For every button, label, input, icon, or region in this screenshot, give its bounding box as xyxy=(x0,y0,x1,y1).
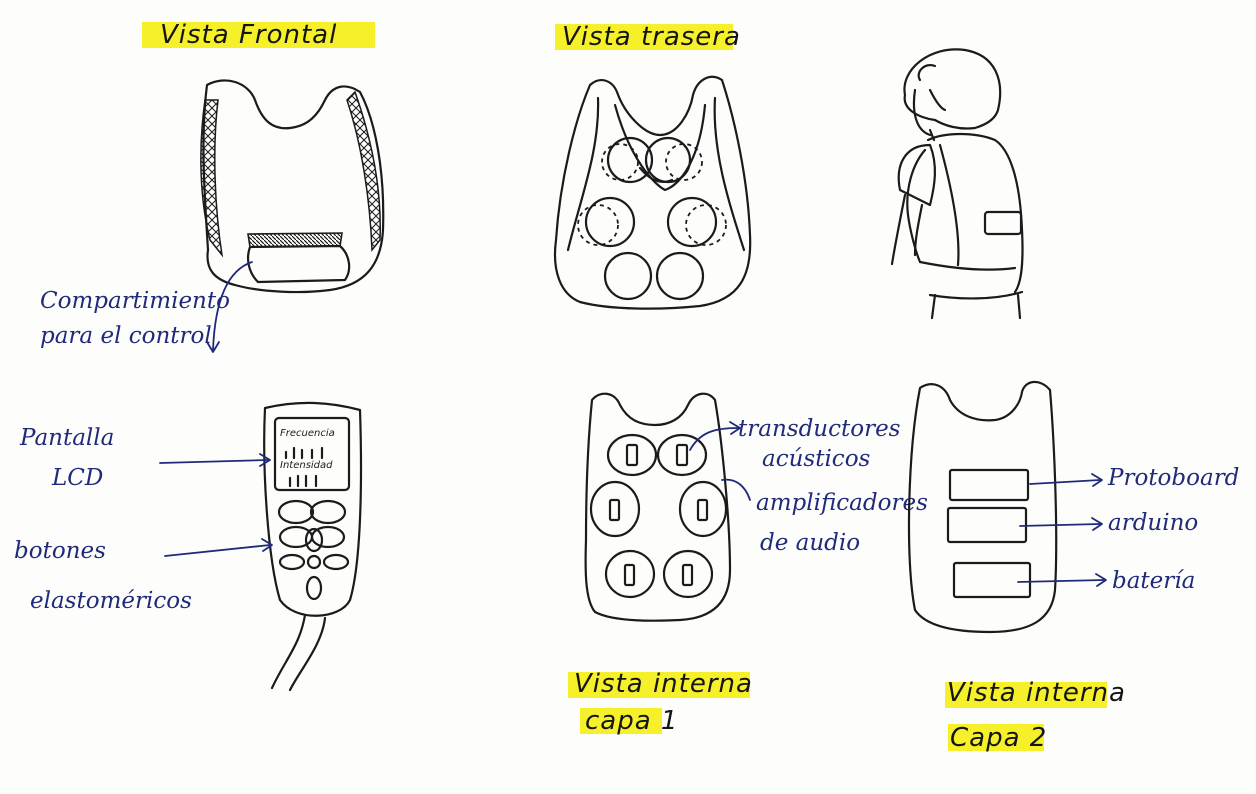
buttons-label-line1: botones xyxy=(14,538,106,564)
arduino-box xyxy=(946,506,1028,544)
screen-intensity-text: Intensidad xyxy=(280,460,333,471)
protoboard-arrow-head xyxy=(1091,473,1103,487)
compartment-label-line2: para el control xyxy=(40,323,212,349)
internal-view-2-layer: Capa 2 xyxy=(950,723,1047,753)
battery-arrow-head xyxy=(1095,573,1107,587)
highlight-back-title xyxy=(555,24,733,50)
battery-arrow xyxy=(1017,579,1105,583)
person-wearing-vest-sketch xyxy=(890,48,1024,320)
highlight-front-title xyxy=(142,22,375,48)
screen-frequency-text: Frecuencia xyxy=(280,428,335,439)
transducers-arrow xyxy=(689,427,739,451)
lcd-label-line2: LCD xyxy=(51,465,103,491)
compartment-label-line1: Compartimiento xyxy=(40,288,230,314)
front-vest-sketch xyxy=(200,79,385,294)
controller-button-left xyxy=(278,553,306,571)
internal-layer2-sketch xyxy=(907,380,1058,634)
protoboard-box xyxy=(948,468,1030,502)
amplifiers-label-line2: de audio xyxy=(760,530,860,556)
back-view-title: Vista trasera xyxy=(562,22,741,52)
controller-button-top-right xyxy=(309,499,347,525)
controller-lcd-screen xyxy=(273,416,351,492)
transducers-label-line1: transductores xyxy=(738,416,901,442)
highlight-internal2-title xyxy=(945,682,1107,708)
battery-label: batería xyxy=(1112,568,1195,594)
compartment-arrow xyxy=(212,261,253,351)
transducers-label-line2: acústicos xyxy=(762,446,871,472)
buttons-arrow-head xyxy=(261,538,273,552)
lcd-arrow xyxy=(159,459,269,464)
controller-button-down xyxy=(305,575,323,601)
lcd-arrow-head xyxy=(259,453,271,467)
transducers-arrow-head xyxy=(729,421,741,435)
amplifiers-label-line1: amplificadores xyxy=(756,490,928,516)
internal-layer1-sketch xyxy=(584,392,732,622)
compartment-arrow-head xyxy=(206,341,220,353)
controller-button-mid-right xyxy=(310,525,346,549)
controller-button-right xyxy=(322,553,350,571)
internal-view-1-layer: capa 1 xyxy=(585,706,678,736)
highlight-internal1-layer xyxy=(580,708,662,734)
battery-box xyxy=(952,561,1032,599)
highlight-internal2-layer xyxy=(948,724,1044,751)
buttons-label-line2: elastoméricos xyxy=(30,588,192,614)
protoboard-arrow xyxy=(1029,479,1101,485)
controller-button-center xyxy=(306,554,322,570)
controller-sketch: Frecuencia Intensidad xyxy=(263,401,363,692)
highlight-internal1-title xyxy=(568,672,750,698)
protoboard-label: Protoboard xyxy=(1107,465,1239,491)
internal-view-1-title: Vista interna xyxy=(574,669,753,699)
amplifiers-arrow xyxy=(721,478,751,501)
back-vest-sketch xyxy=(554,75,752,310)
arduino-label: arduino xyxy=(1108,510,1198,536)
controller-button-up xyxy=(304,527,324,553)
lcd-label-line1: Pantalla xyxy=(19,425,114,451)
internal-view-2-title: Vista interna xyxy=(947,678,1126,708)
buttons-arrow xyxy=(164,544,271,557)
arduino-arrow-head xyxy=(1091,517,1103,531)
controller-button-top-left xyxy=(277,499,315,525)
arduino-arrow xyxy=(1019,523,1101,527)
front-view-title: Vista Frontal xyxy=(160,20,337,50)
